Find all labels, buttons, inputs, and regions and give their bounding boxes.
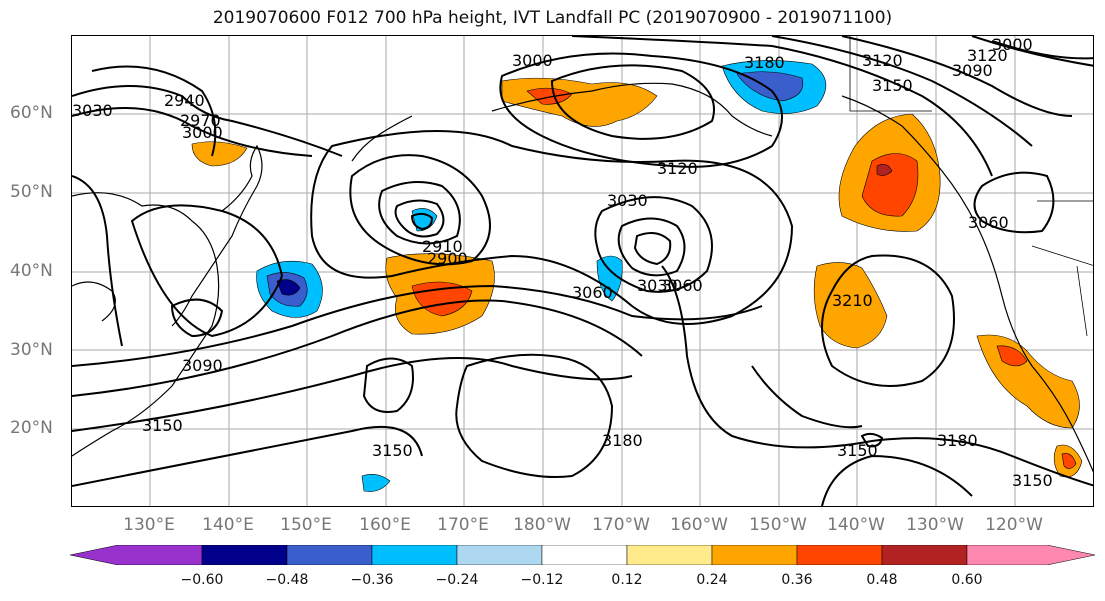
lat-label-60n: 60°N [10, 103, 53, 123]
lat-label-30n: 30°N [10, 340, 53, 360]
contour-label: 3120 [862, 51, 903, 70]
lat-label-50n: 50°N [10, 182, 53, 202]
colorbar-segment [626, 545, 713, 565]
contour-label: 3120 [657, 159, 698, 178]
lon-label-170e: 170°E [437, 515, 489, 535]
contour-label: 3030 [637, 276, 678, 295]
contour-label: 3030 [607, 191, 648, 210]
contour-label: 3180 [602, 431, 643, 450]
contour-label: 3150 [1012, 471, 1053, 490]
colorbar-tick-label: 0.48 [866, 572, 898, 588]
colorbar-segment [966, 545, 1095, 565]
contour-label: 3150 [142, 416, 183, 435]
contour-label: 3090 [952, 61, 993, 80]
lon-label-160e: 160°E [359, 515, 411, 535]
colorbar-tick-label: −0.12 [520, 572, 564, 588]
coastlines [72, 82, 1093, 473]
colorbar-segment [541, 545, 628, 565]
lon-label-130e: 130°E [123, 515, 175, 535]
contour-labels: 3030 2940 2970 3000 2910 2900 3030 3060 … [72, 36, 1053, 490]
contour-label: 3180 [937, 431, 978, 450]
lon-label-160w: 160°W [670, 515, 728, 535]
colorbar-segment [456, 545, 543, 565]
colorbar-tick-label: −0.60 [180, 572, 224, 588]
colorbar-segment [201, 545, 288, 565]
lon-label-150w: 150°W [749, 515, 807, 535]
colorbar-segment [70, 545, 203, 565]
lat-label-20n: 20°N [10, 418, 53, 438]
contour-label: 2970 [180, 111, 221, 130]
contour-label: 3060 [662, 276, 703, 295]
contour-label: 3210 [832, 291, 873, 310]
contour-label: 2940 [164, 91, 205, 110]
contour-label: 3000 [512, 51, 553, 70]
map-title: 2019070600 F012 700 hPa height, IVT Land… [212, 8, 893, 28]
contour-label: 3000 [992, 36, 1033, 54]
colorbar-segments [70, 545, 1095, 565]
colorbar-tick-label: 0.12 [611, 572, 643, 588]
contour-label: 3060 [572, 283, 613, 302]
contour-label: 3180 [744, 53, 785, 72]
colorbar-tick-label: 0.60 [951, 572, 983, 588]
colorbar-segment [881, 545, 968, 565]
colorbar-segment [796, 545, 883, 565]
contour-label: 3150 [872, 76, 913, 95]
lon-label-180w: 180°W [513, 515, 571, 535]
colorbar-segment [711, 545, 798, 565]
colorbar-tick-label: −0.24 [435, 572, 479, 588]
contour-label: 3150 [372, 441, 413, 460]
contour-label: 3150 [837, 441, 878, 460]
lon-label-140w: 140°W [827, 515, 885, 535]
contour-label: 3090 [182, 356, 223, 375]
colorbar-tick-label: 0.24 [696, 572, 728, 588]
lon-label-170w: 170°W [592, 515, 650, 535]
colorbar-segment [286, 545, 373, 565]
map-canvas: 3030 2940 2970 3000 2910 2900 3030 3060 … [72, 36, 1093, 506]
contour-label: 3030 [72, 101, 113, 120]
colorbar-tick-label: 0.36 [781, 572, 813, 588]
contour-label: 3000 [182, 123, 223, 142]
height-contours [72, 36, 1093, 506]
lon-label-140e: 140°E [202, 515, 254, 535]
political-borders [849, 36, 1093, 337]
lat-label-40n: 40°N [10, 261, 53, 281]
contour-label: 3060 [968, 213, 1009, 232]
colorbar-tick-label: −0.36 [350, 572, 394, 588]
lon-label-130w: 130°W [906, 515, 964, 535]
contour-label: 2900 [427, 249, 468, 268]
colorbar-tick-label: −0.48 [265, 572, 309, 588]
lon-label-150e: 150°E [280, 515, 332, 535]
colorbar-segment [371, 545, 458, 565]
map-panel: 3030 2940 2970 3000 2910 2900 3030 3060 … [71, 35, 1094, 507]
contour-label: 3120 [967, 46, 1008, 65]
lon-label-120w: 120°W [985, 515, 1043, 535]
contour-label: 2910 [422, 237, 463, 256]
colorbar [70, 545, 1095, 565]
